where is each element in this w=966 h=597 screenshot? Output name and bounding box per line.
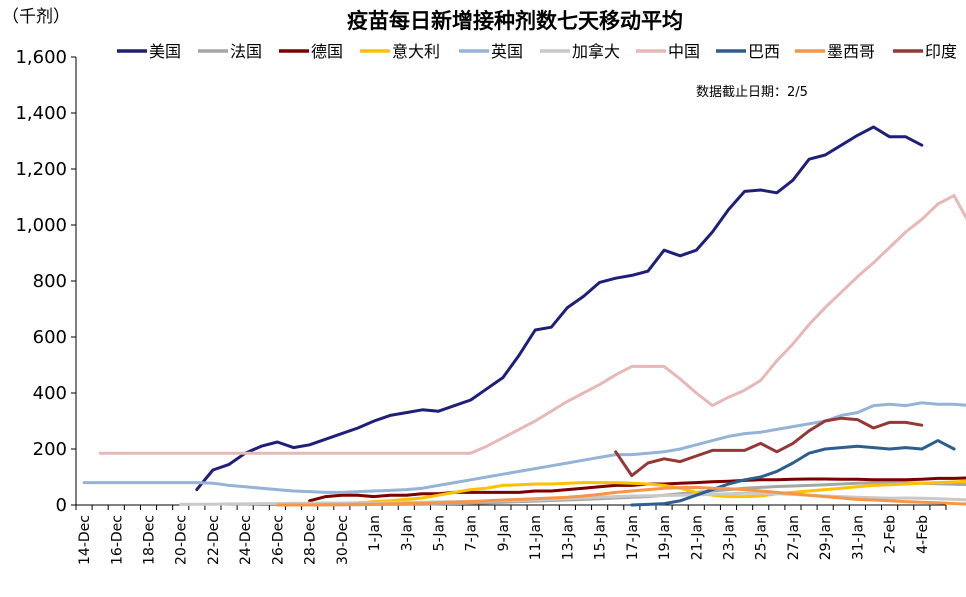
series-line-英国	[84, 385, 966, 493]
x-tick-label: 17-Jan	[625, 515, 641, 560]
x-tick-label: 16-Dec	[109, 515, 125, 565]
legend-label: 加拿大	[572, 42, 620, 61]
y-tick-label: 600	[33, 327, 67, 348]
x-tick-label: 1-Jan	[367, 515, 383, 551]
legend-label: 中国	[668, 42, 700, 61]
series-lines	[84, 127, 966, 505]
legend-label: 美国	[149, 42, 181, 61]
x-tick-label: 5-Jan	[432, 515, 448, 551]
x-tick-label: 2-Feb	[883, 515, 899, 554]
legend-label: 印度	[925, 42, 957, 61]
series-line-美国	[197, 127, 922, 490]
x-tick-label: 9-Jan	[496, 515, 512, 551]
legend-label: 德国	[311, 42, 343, 61]
x-tick-label: 14-Dec	[77, 515, 93, 565]
legend-label: 法国	[230, 42, 262, 61]
x-tick-label: 20-Dec	[174, 515, 190, 565]
chart-title: 疫苗每日新增接种剂数七天移动平均	[347, 8, 683, 33]
x-tick-label: 18-Dec	[142, 515, 158, 565]
x-tick-label: 13-Jan	[560, 515, 576, 560]
x-tick-label: 15-Jan	[593, 515, 609, 560]
y-tick-label: 1,600	[15, 47, 67, 68]
x-tick-label: 7-Jan	[464, 515, 480, 551]
y-tick-label: 0	[56, 495, 67, 516]
x-tick-label: 27-Jan	[786, 515, 802, 560]
x-tick-label: 24-Dec	[238, 515, 254, 565]
x-tick-label: 4-Feb	[915, 515, 931, 554]
legend-label: 巴西	[748, 42, 780, 61]
x-tick-label: 19-Jan	[657, 515, 673, 560]
x-tick-label: 11-Jan	[528, 515, 544, 560]
x-tick-label: 29-Jan	[818, 515, 834, 560]
legend-label: 意大利	[392, 42, 440, 61]
y-tick-label: 800	[33, 271, 67, 292]
x-tick-label: 21-Jan	[689, 515, 705, 560]
y-tick-label: 400	[33, 383, 67, 404]
x-tick-label: 22-Dec	[206, 515, 222, 565]
legend-label: 英国	[491, 42, 523, 61]
x-tick-label: 25-Jan	[754, 515, 770, 560]
x-tick-label: 30-Dec	[335, 515, 351, 565]
y-tick-label: 1,200	[15, 159, 67, 180]
y-tick-label: 200	[33, 439, 67, 460]
y-tick-label: 1,400	[15, 103, 67, 124]
x-tick-label: 23-Jan	[722, 515, 738, 560]
x-tick-label: 28-Dec	[303, 515, 319, 565]
x-tick-label: 31-Jan	[850, 515, 866, 560]
x-tick-label: 26-Dec	[270, 515, 286, 565]
series-line-中国	[100, 169, 966, 453]
legend-label: 墨西哥	[827, 42, 875, 61]
unit-label: （千剂）	[2, 7, 70, 27]
data-cutoff-note: 数据截止日期：2/5	[696, 85, 808, 100]
y-tick-label: 1,000	[15, 215, 67, 236]
x-tick-label: 3-Jan	[399, 515, 415, 551]
legend: 美国 法国 德国 意大利 英国 加拿大 中国 巴西 墨西哥 印度	[117, 42, 957, 61]
